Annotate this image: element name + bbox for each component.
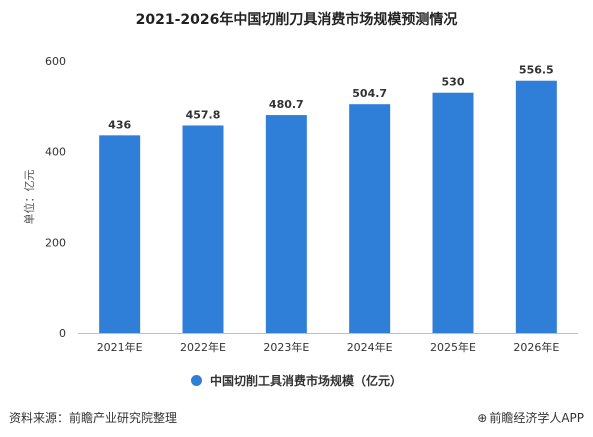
bar (515, 80, 557, 333)
brand-label: 前瞻经济学人APP (489, 411, 584, 425)
x-tick-label: 2025年E (430, 340, 476, 354)
y-tick-label: 400 (45, 146, 66, 159)
y-tick-label: 0 (59, 327, 66, 340)
x-tick-label: 2026年E (513, 340, 559, 354)
bar-value-label: 436 (108, 118, 131, 131)
bar (265, 115, 307, 333)
y-tick-label: 200 (45, 236, 66, 249)
y-tick-label: 600 (45, 55, 66, 68)
y-axis-label: 单位：亿元 (22, 170, 36, 225)
bar-value-label: 504.7 (352, 87, 387, 100)
bar-value-label: 457.8 (186, 108, 221, 121)
x-tick-label: 2022年E (180, 340, 226, 354)
x-tick-label: 2024年E (347, 340, 393, 354)
x-tick-label: 2023年E (263, 340, 309, 354)
bar-value-label: 556.5 (519, 64, 554, 77)
legend: 中国切削工具消费市场规模（亿元） (0, 372, 593, 389)
bar (349, 104, 391, 333)
bar (432, 92, 474, 333)
source-note: 资料来源：前瞻产业研究院整理 (9, 411, 178, 425)
chart-title: 2021-2026年中国切削刀具消费市场规模预测情况 (135, 12, 458, 28)
bar-value-label: 480.7 (269, 98, 304, 111)
legend-swatch (190, 375, 202, 386)
bar (182, 125, 224, 334)
globe-icon: ⊕ (477, 411, 488, 425)
x-tick-label: 2021年E (97, 340, 143, 354)
bar-value-label: 530 (442, 76, 465, 89)
bar (99, 135, 141, 333)
brand-credit: ⊕ 前瞻经济学人APP (477, 409, 584, 426)
legend-label: 中国切削工具消费市场规模（亿元） (209, 374, 402, 388)
